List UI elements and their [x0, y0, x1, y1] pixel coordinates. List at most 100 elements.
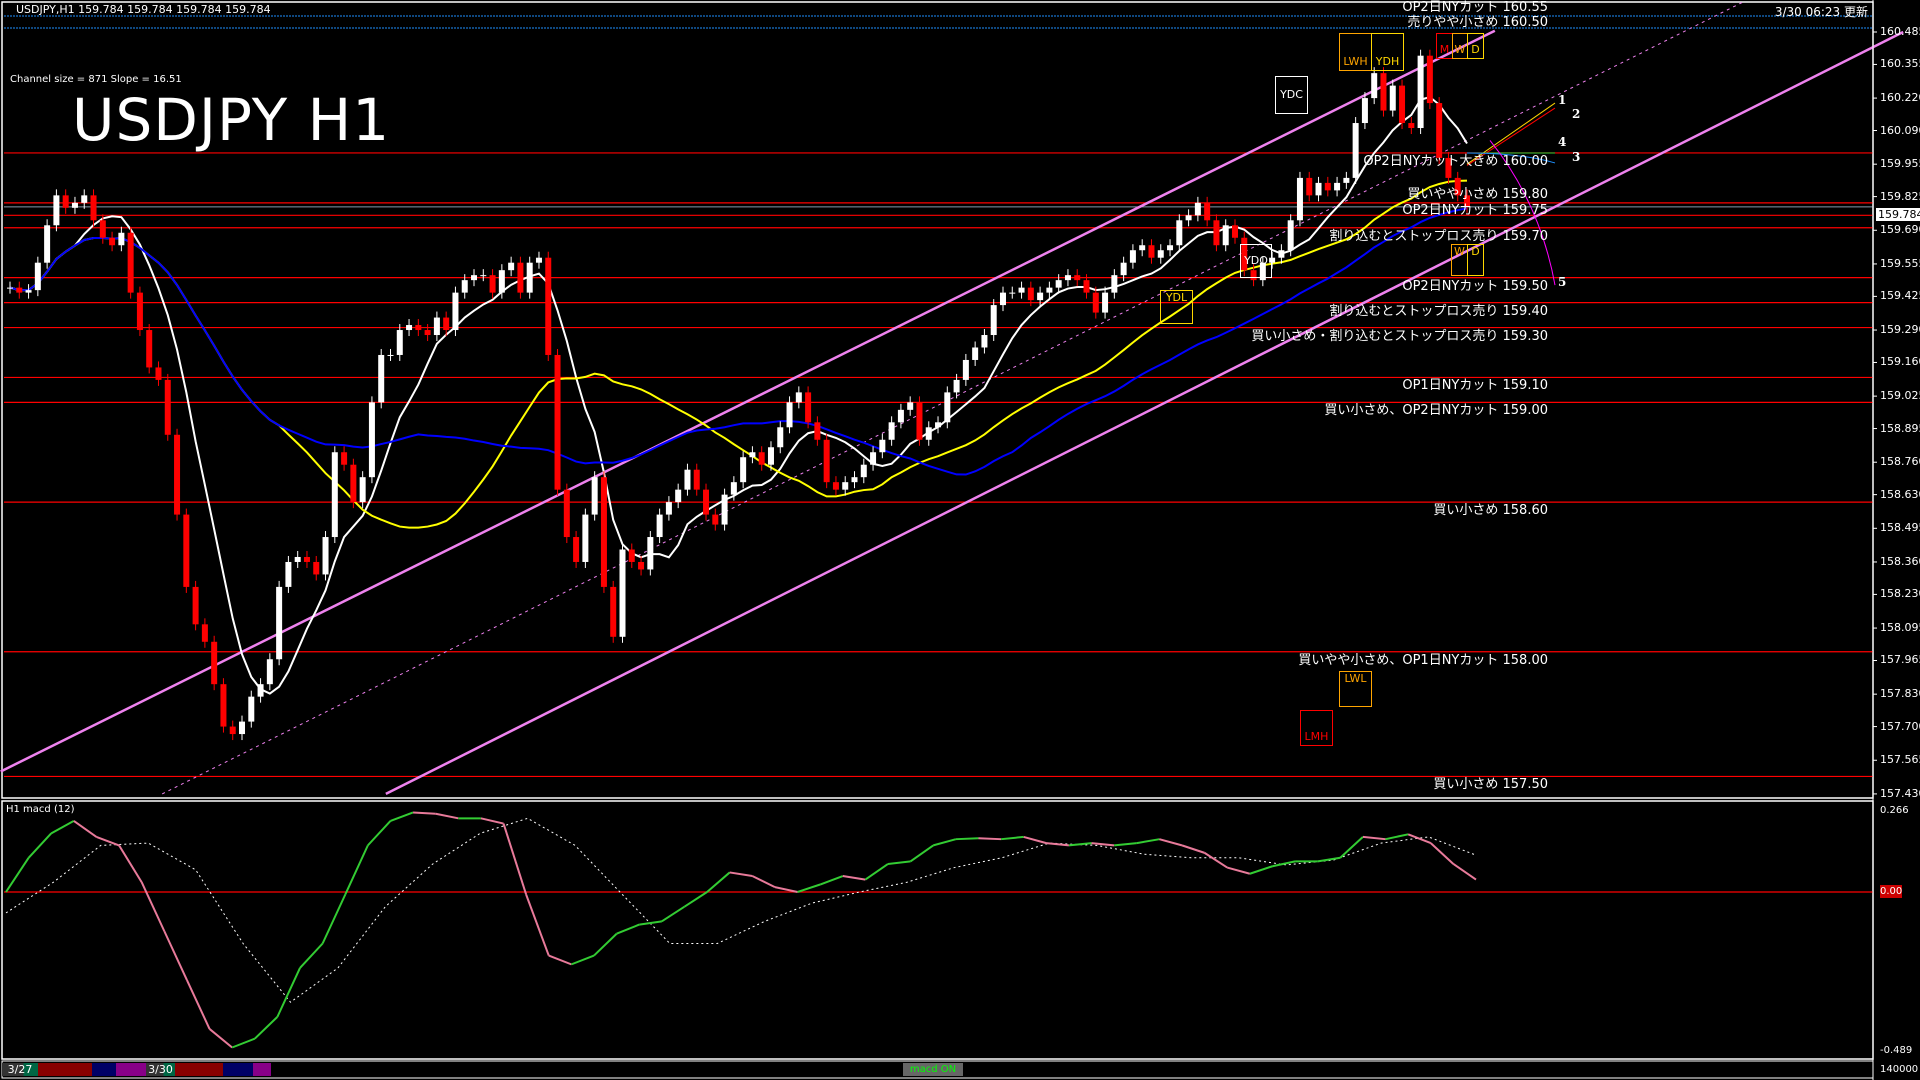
candle: [1371, 73, 1378, 99]
macd-toggle-button[interactable]: macd ON: [903, 1063, 963, 1076]
channel-line-middle: [161, 0, 1746, 795]
candle: [294, 556, 301, 562]
candle: [239, 721, 246, 735]
candle: [851, 477, 858, 483]
candle: [34, 262, 41, 291]
candle: [563, 489, 570, 538]
macd-tick-bottom: -0.489: [1880, 1045, 1913, 1056]
candle: [805, 392, 812, 423]
macd-line-segment: [480, 817, 504, 825]
volume-label: 140000: [1880, 1064, 1919, 1075]
macd-signal-line: [5, 817, 1477, 1003]
price-tick-label: 160.220: [1880, 91, 1920, 105]
candle: [1102, 292, 1109, 313]
candle: [1241, 237, 1248, 271]
candle: [786, 402, 793, 428]
candle: [1399, 85, 1406, 124]
macd-line-segment: [163, 930, 188, 981]
candle: [1417, 55, 1424, 129]
candle: [749, 452, 756, 458]
candle: [1064, 275, 1071, 281]
macd-line-segment: [571, 954, 595, 966]
level-label: OP2日NYカット 159.50: [1402, 278, 1548, 294]
candle: [842, 482, 849, 490]
candle: [341, 452, 348, 465]
macd-line-segment: [1385, 833, 1409, 841]
candle: [1009, 292, 1016, 294]
marker-d: D: [1467, 33, 1484, 59]
candle: [767, 447, 774, 465]
macd-line-segment: [1000, 835, 1024, 841]
candle: [1046, 287, 1053, 293]
macd-line-segment: [1430, 842, 1455, 865]
marker-d2: D: [1467, 244, 1484, 276]
candle: [44, 225, 51, 263]
ma-slow-line: [9, 207, 1468, 476]
price-tick-label: 158.630: [1880, 487, 1920, 501]
price-tick-label: 158.895: [1880, 421, 1920, 435]
marker-lmh: LMH: [1300, 710, 1333, 746]
price-tick-label: 158.760: [1880, 455, 1920, 469]
candle: [721, 494, 728, 525]
candle: [1408, 123, 1415, 129]
candle: [7, 287, 13, 289]
macd-line-segment: [1452, 863, 1477, 881]
candle: [53, 195, 60, 226]
marker-m: M: [1436, 33, 1453, 59]
projection-line-3: [1466, 152, 1556, 164]
projection-label-5: 5: [1558, 275, 1567, 289]
candle: [1343, 177, 1350, 183]
macd-line-segment: [299, 942, 324, 969]
candle: [359, 477, 366, 503]
macd-line-segment: [751, 875, 776, 889]
candle: [1194, 202, 1201, 216]
candle: [1278, 250, 1285, 258]
candle: [981, 335, 988, 348]
candle: [897, 409, 904, 423]
macd-line-segment: [502, 823, 528, 895]
candle: [1445, 157, 1452, 178]
candle: [81, 195, 88, 203]
price-tick-label: 160.090: [1880, 123, 1920, 137]
candle: [684, 469, 691, 490]
marker-ydo: YDO: [1240, 244, 1272, 278]
candle: [526, 262, 533, 293]
candle: [1167, 245, 1174, 251]
candle: [415, 325, 422, 331]
candle: [164, 379, 171, 435]
marker-ydc: YDC: [1275, 76, 1308, 114]
candle: [276, 586, 283, 660]
candle: [248, 696, 255, 722]
price-tick-label: 158.230: [1880, 587, 1920, 601]
channel-info: Channel size = 871 Slope = 16.51: [10, 74, 182, 85]
current-price-badge: 159.784: [1876, 207, 1920, 221]
candle: [888, 422, 895, 440]
candle: [907, 402, 914, 410]
channel-line-lower: [385, 30, 1904, 796]
macd-line-segment: [413, 811, 436, 815]
macd-line-segment: [639, 920, 662, 926]
candle: [192, 586, 199, 625]
symbol-info: USDJPY,H1 159.784 159.784 159.784 159.78…: [16, 3, 271, 16]
candle: [1324, 182, 1331, 191]
candle: [535, 257, 542, 263]
macd-line-segment: [1159, 838, 1183, 847]
macd-tick-top: 0.266: [1880, 805, 1909, 816]
session-segment: [175, 1063, 223, 1076]
macd-line-segment: [616, 923, 640, 935]
price-tick-label: 159.825: [1880, 189, 1920, 203]
marker-w: W: [1452, 33, 1468, 59]
macd-line-segment: [208, 1028, 233, 1049]
candle: [443, 317, 450, 331]
price-tick-label: 160.355: [1880, 57, 1920, 71]
candle: [962, 359, 969, 380]
macd-line-segment: [1046, 842, 1070, 847]
candle: [638, 561, 645, 570]
candle: [146, 330, 153, 368]
candle: [693, 469, 700, 490]
candle: [257, 684, 264, 697]
candle: [220, 684, 227, 727]
candle: [1213, 220, 1220, 246]
projection-label-4: 4: [1558, 135, 1567, 149]
